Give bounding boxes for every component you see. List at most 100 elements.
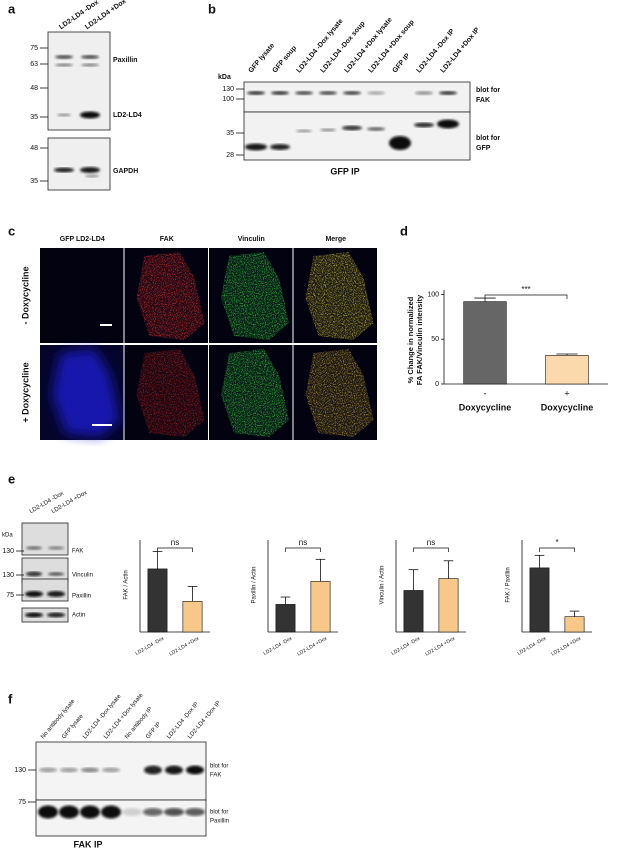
y-tick-label: 100 xyxy=(427,291,439,298)
bar xyxy=(182,601,203,633)
band xyxy=(143,808,163,816)
band xyxy=(59,805,79,819)
lane-label: LD2-LD4 +Dox lysate xyxy=(344,16,394,74)
blot-label: blot for xyxy=(476,135,500,142)
column-label: Vinculin xyxy=(238,236,265,243)
blot xyxy=(35,799,207,837)
blot xyxy=(47,137,111,191)
marker-label: 35 xyxy=(30,114,38,121)
band xyxy=(186,765,204,775)
lane-label: LD2-LD4 -Dox lysate xyxy=(296,18,345,75)
column-label: FAK xyxy=(160,236,174,243)
band xyxy=(367,127,385,131)
band xyxy=(295,91,313,95)
significance-bracket xyxy=(285,547,321,552)
bar xyxy=(463,301,507,385)
label: kDa xyxy=(2,533,13,539)
band xyxy=(54,167,74,173)
marker-label: 35 xyxy=(226,130,234,137)
panel-label: b xyxy=(208,1,216,16)
lane-label: LD2-LD4 +Dox lysate xyxy=(103,692,145,740)
band xyxy=(270,144,290,150)
marker-label: 130 xyxy=(14,767,26,774)
column-label: Merge xyxy=(325,236,346,243)
blot-label: FAK xyxy=(210,773,221,779)
lane-label: LD2-LD4 +Dox soup xyxy=(368,19,416,75)
band xyxy=(85,174,99,178)
band xyxy=(81,55,99,59)
caption: FAK IP xyxy=(73,839,102,849)
blot-label: blot for xyxy=(210,810,228,816)
lane-label: No antibody lysate xyxy=(40,698,77,740)
significance: ns xyxy=(171,538,179,547)
cell-signal xyxy=(305,252,374,340)
lane-label: GFP soup xyxy=(272,45,299,75)
blot-label: Paxillin xyxy=(210,819,229,825)
caption: GFP IP xyxy=(330,166,359,176)
bar xyxy=(564,616,585,633)
band xyxy=(80,805,100,819)
blot xyxy=(21,522,69,556)
marker-label: 130 xyxy=(222,86,234,93)
band xyxy=(81,767,99,773)
column-label: GFP LD2-LD4 xyxy=(60,236,105,243)
cell-signal xyxy=(136,252,205,340)
y-axis-label: FA FAK/Vinculin intensity xyxy=(415,294,424,385)
marker-label: 35 xyxy=(30,178,38,185)
y-tick-label: 50 xyxy=(431,336,439,343)
cell-signal xyxy=(52,349,120,437)
panel-label: f xyxy=(8,691,13,706)
panel-label: d xyxy=(400,223,408,238)
band xyxy=(81,63,99,67)
x-tick-label: LD2-LD4 +Dox xyxy=(168,635,200,657)
band xyxy=(319,91,337,95)
band xyxy=(80,167,100,173)
band-label: FAK xyxy=(72,549,83,555)
significance: * xyxy=(555,538,558,547)
band xyxy=(343,91,361,95)
bar xyxy=(529,567,550,633)
blot xyxy=(21,557,69,583)
lane-label: GFP IP xyxy=(392,52,412,74)
band xyxy=(48,546,64,550)
x-group-label: Doxycycline xyxy=(459,402,512,412)
band xyxy=(320,128,336,132)
band xyxy=(55,55,73,59)
x-tick-label: LD2-LD4 -Dox xyxy=(390,635,421,656)
band xyxy=(247,91,265,95)
bar xyxy=(310,581,331,633)
row-label: - Doxycycline xyxy=(20,266,30,324)
x-tick-label: LD2-LD4 -Dox xyxy=(262,635,293,656)
x-tick-label: LD2-LD4 +Dox xyxy=(550,635,582,657)
significance: ns xyxy=(299,538,307,547)
label: kDa xyxy=(218,74,231,81)
blot-label: blot for xyxy=(210,764,228,770)
band xyxy=(25,591,43,597)
band xyxy=(57,113,71,117)
panel-label: a xyxy=(8,1,16,16)
bar xyxy=(275,604,296,633)
bar xyxy=(403,590,424,633)
significance-bracket xyxy=(539,547,575,552)
band xyxy=(60,767,78,773)
band xyxy=(367,91,385,95)
band-label: Actin xyxy=(72,613,85,619)
marker-label: 75 xyxy=(6,592,14,599)
band xyxy=(271,91,289,95)
marker-label: 130 xyxy=(2,548,14,555)
y-axis-label: FAK / Paxillin xyxy=(506,567,512,602)
band xyxy=(26,571,42,577)
blot-label: GFP xyxy=(476,145,491,152)
lane-label: LD2-LD4 -Dox soup xyxy=(320,20,367,74)
band xyxy=(39,767,57,773)
band xyxy=(55,63,73,67)
cell-signal xyxy=(221,349,289,437)
band xyxy=(47,591,65,597)
band-label: LD2-LD4 xyxy=(113,112,142,119)
band xyxy=(245,143,267,151)
row-label: + Doxycycline xyxy=(20,362,30,422)
band xyxy=(80,111,100,119)
cell-signal xyxy=(305,349,374,437)
